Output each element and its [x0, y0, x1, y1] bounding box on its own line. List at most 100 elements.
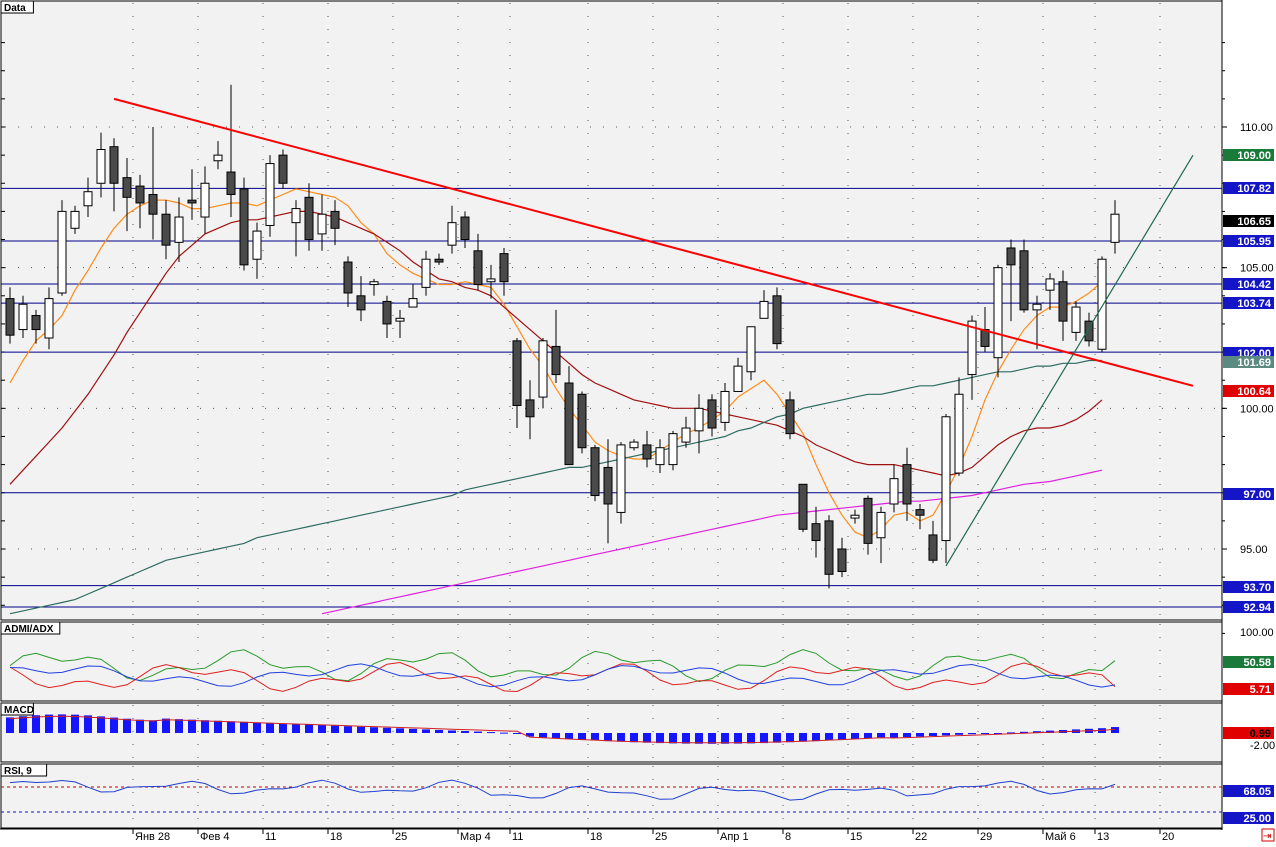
ma-slow-line: [9, 359, 1102, 615]
candle-body: [928, 534, 938, 561]
candle-body: [278, 154, 288, 184]
candle-body: [694, 407, 704, 432]
candle-body: [616, 444, 626, 513]
x-tick-label: Май 6: [1045, 831, 1076, 842]
candle-body: [733, 365, 743, 392]
scroll-right-button[interactable]: [1261, 828, 1275, 842]
candle-body: [252, 230, 262, 260]
macd-bar: [942, 733, 950, 736]
macd-bar: [708, 733, 716, 744]
rsi-tag-bg: [1223, 785, 1274, 797]
candles: [5, 84, 1120, 589]
macd-bar: [266, 722, 274, 733]
candle-body: [564, 382, 574, 466]
candle-body: [148, 194, 158, 215]
candle-body: [525, 399, 535, 418]
macd-tag: 0.99: [1250, 728, 1271, 740]
candle-body: [707, 399, 717, 429]
candle-body: [655, 447, 665, 466]
macd-bar: [1020, 731, 1028, 733]
macd-bar: [435, 729, 443, 733]
x-tick-label: 20: [1162, 831, 1174, 842]
macd-bar: [448, 730, 456, 733]
price-tick-label: 95.00: [1240, 544, 1268, 556]
x-tick-label: Апр 1: [720, 831, 749, 842]
macd-bar: [201, 720, 209, 733]
candle-body: [18, 303, 28, 331]
macd-bar: [526, 733, 534, 737]
candle-body: [1110, 213, 1120, 243]
price-tag-bg: [1223, 488, 1274, 500]
x-tick-label: 15: [850, 831, 862, 842]
dmi-minus-line: [9, 661, 1116, 693]
rsi-panel-label-box: [0, 763, 48, 777]
macd-bar: [851, 733, 859, 739]
candle-body: [96, 149, 106, 184]
macd-bar: [318, 725, 326, 733]
candle-body: [681, 427, 691, 443]
macd-bar: [357, 726, 365, 733]
candle-body: [239, 188, 249, 266]
candle-body: [460, 216, 470, 241]
macd-bar: [630, 733, 638, 743]
candle-body: [1084, 320, 1094, 342]
candle-body: [889, 478, 899, 505]
price-tag: 109.00: [1237, 150, 1271, 162]
macd-bar: [695, 733, 703, 744]
scroll-arrow-icon: ⇥: [1263, 831, 1271, 842]
macd-bar: [604, 733, 612, 742]
macd-bar: [890, 733, 898, 738]
candle-body: [1071, 306, 1081, 333]
macd-bar: [513, 733, 521, 734]
dmi-tag: 50.58: [1243, 657, 1271, 669]
candle-body: [811, 523, 821, 542]
candle-body: [369, 281, 379, 286]
dmi-panel-label: ADMI/ADX: [4, 624, 54, 635]
candle-body: [421, 258, 431, 288]
candle-body: [57, 210, 67, 294]
macd-bar: [565, 733, 573, 739]
macd-bar: [981, 733, 989, 734]
price-panel-label: Data: [4, 3, 26, 14]
candle-body: [187, 199, 197, 204]
candle-body: [83, 191, 93, 207]
macd-bar: [474, 731, 482, 733]
candle-body: [915, 509, 925, 516]
candle-body: [473, 250, 483, 286]
macd-bar: [825, 733, 833, 741]
candle-body: [499, 253, 509, 283]
candle-body: [161, 213, 171, 246]
macd-bar: [500, 732, 508, 734]
candle-body: [70, 210, 80, 229]
price-panel-label-box: [0, 0, 34, 14]
price-tag: 101.69: [1237, 357, 1271, 369]
adx-line: [9, 663, 1116, 688]
dmi-panel-label-box: [0, 621, 61, 635]
macd-bar: [552, 733, 560, 739]
candle-body: [824, 520, 834, 575]
x-tick-label: Мар 4: [460, 831, 491, 842]
x-tick-label: 25: [395, 831, 407, 842]
candle-body: [31, 314, 41, 331]
price-tick-label: 105.00: [1240, 263, 1274, 275]
candle-body: [1097, 258, 1107, 350]
candle-body: [356, 295, 366, 311]
macd-bar: [305, 724, 313, 733]
price-tag: 100.64: [1237, 386, 1272, 398]
candle-body: [720, 390, 730, 423]
macd-bar: [1007, 732, 1015, 734]
candle-body: [1019, 250, 1029, 311]
candle-body: [590, 447, 600, 497]
macd-bar: [487, 732, 495, 734]
candle-body: [954, 393, 964, 474]
x-tick-label: Фев 4: [200, 831, 230, 842]
macd-bar: [6, 717, 14, 733]
x-tick-label: 29: [980, 831, 992, 842]
dmi-tag-bg: [1223, 683, 1274, 695]
macd-bar: [110, 717, 118, 733]
macd-bar: [877, 733, 885, 738]
rsi-tag: 68.05: [1243, 786, 1271, 798]
candle-body: [967, 320, 977, 376]
candle-body: [772, 295, 782, 345]
